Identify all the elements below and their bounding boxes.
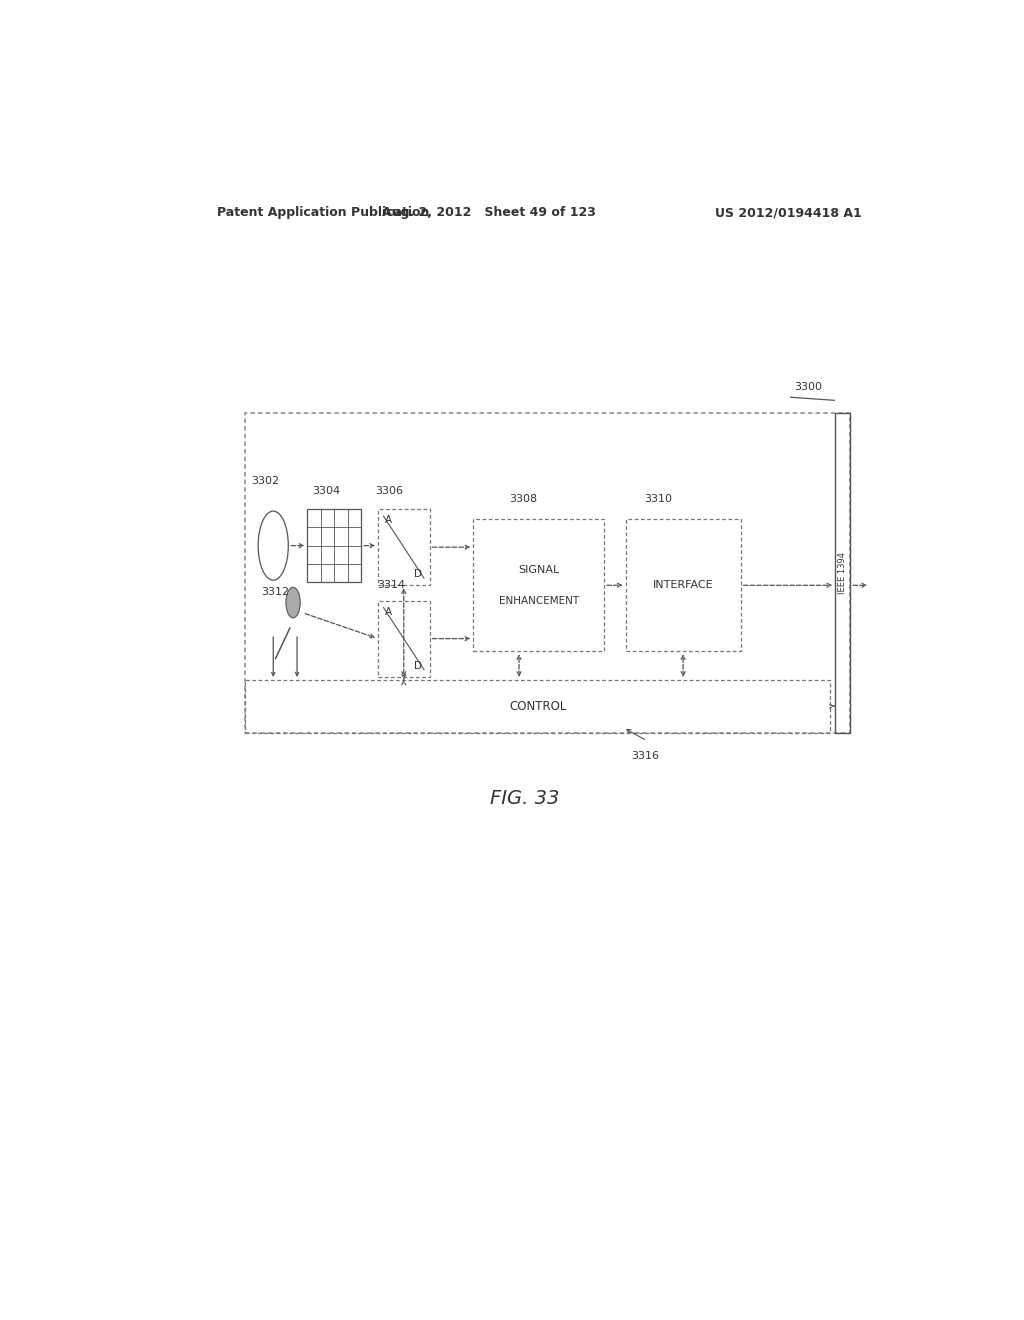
Text: 3300: 3300: [795, 383, 822, 392]
Text: Patent Application Publication: Patent Application Publication: [217, 206, 429, 219]
Text: CONTROL: CONTROL: [509, 700, 566, 713]
Text: ENHANCEMENT: ENHANCEMENT: [499, 595, 579, 606]
Text: 3302: 3302: [251, 475, 280, 486]
Text: INTERFACE: INTERFACE: [653, 581, 714, 590]
Text: FIG. 33: FIG. 33: [490, 788, 559, 808]
Text: D: D: [415, 661, 423, 671]
Text: 3304: 3304: [312, 486, 340, 496]
Ellipse shape: [286, 587, 300, 618]
Text: 3310: 3310: [644, 494, 672, 504]
Text: 3314: 3314: [377, 581, 406, 590]
Text: 3306: 3306: [376, 486, 403, 496]
Text: D: D: [415, 569, 423, 579]
Text: A: A: [385, 607, 392, 616]
Text: IEEE 1394: IEEE 1394: [838, 552, 847, 594]
Text: 3316: 3316: [631, 751, 659, 760]
Text: A: A: [385, 515, 392, 525]
Text: 3312: 3312: [261, 587, 290, 598]
Text: Aug. 2, 2012   Sheet 49 of 123: Aug. 2, 2012 Sheet 49 of 123: [382, 206, 596, 219]
Text: 3308: 3308: [509, 494, 537, 504]
Text: SIGNAL: SIGNAL: [518, 565, 559, 576]
Text: US 2012/0194418 A1: US 2012/0194418 A1: [716, 206, 862, 219]
